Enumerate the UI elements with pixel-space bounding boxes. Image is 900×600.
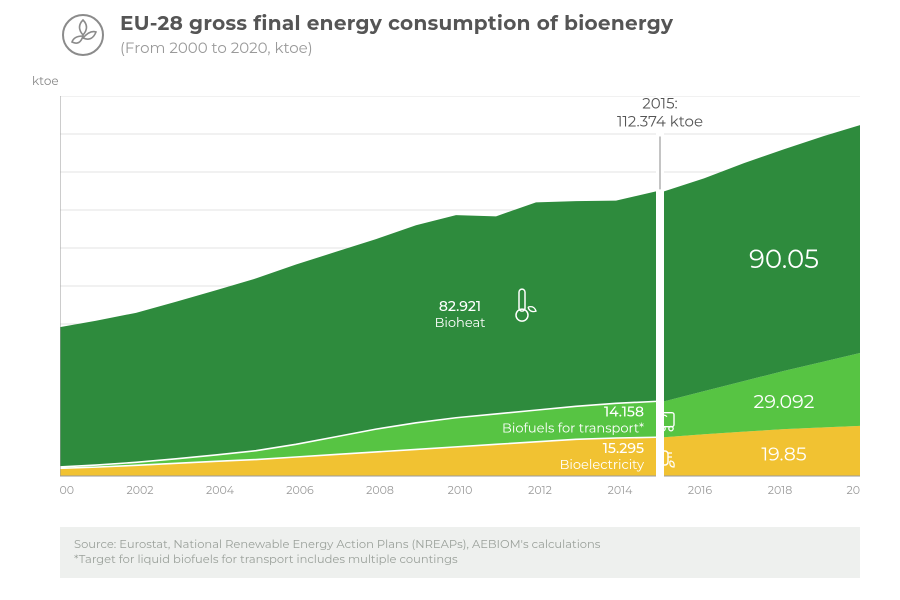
footer-note: *Target for liquid biofuels for transpor…	[74, 552, 846, 568]
svg-text:2020: 2020	[846, 483, 860, 497]
chart-subtitle: (From 2000 to 2020, ktoe)	[120, 38, 673, 57]
svg-text:2002: 2002	[126, 483, 153, 497]
chart-header: EU-28 gross final energy consumption of …	[60, 12, 870, 58]
svg-text:2006: 2006	[286, 483, 314, 497]
stacked-area-chart: 015.00030.00045.00060.00075.00090.000105…	[60, 96, 860, 506]
svg-text:112.374 ktoe: 112.374 ktoe	[617, 111, 703, 130]
svg-text:2010: 2010	[448, 483, 473, 497]
y-axis-unit: ktoe	[32, 74, 59, 89]
svg-text:Biofuels for transport*: Biofuels for transport*	[502, 421, 644, 437]
svg-text:14.158: 14.158	[604, 403, 644, 421]
footer-source: Source: Eurostat, National Renewable Ene…	[74, 537, 846, 553]
svg-text:19.85: 19.85	[761, 443, 807, 466]
svg-text:Bioelectricity: Bioelectricity	[560, 457, 645, 473]
svg-text:15.295: 15.295	[603, 439, 644, 457]
chart-footer: Source: Eurostat, National Renewable Ene…	[60, 527, 860, 578]
svg-text:90.05: 90.05	[749, 243, 819, 275]
svg-text:2015:: 2015:	[642, 96, 678, 113]
svg-text:82.921: 82.921	[439, 297, 481, 315]
chart-title: EU-28 gross final energy consumption of …	[120, 12, 673, 36]
svg-text:2018: 2018	[768, 483, 793, 497]
svg-text:29.092: 29.092	[754, 390, 815, 413]
svg-text:2008: 2008	[366, 483, 394, 497]
svg-text:2016: 2016	[688, 483, 712, 497]
bioenergy-logo-icon	[60, 12, 106, 58]
svg-text:Bioheat: Bioheat	[435, 315, 486, 331]
svg-text:2004: 2004	[206, 483, 235, 497]
svg-text:2000: 2000	[60, 483, 74, 497]
svg-text:2014: 2014	[608, 483, 633, 497]
svg-text:2012: 2012	[528, 483, 552, 497]
